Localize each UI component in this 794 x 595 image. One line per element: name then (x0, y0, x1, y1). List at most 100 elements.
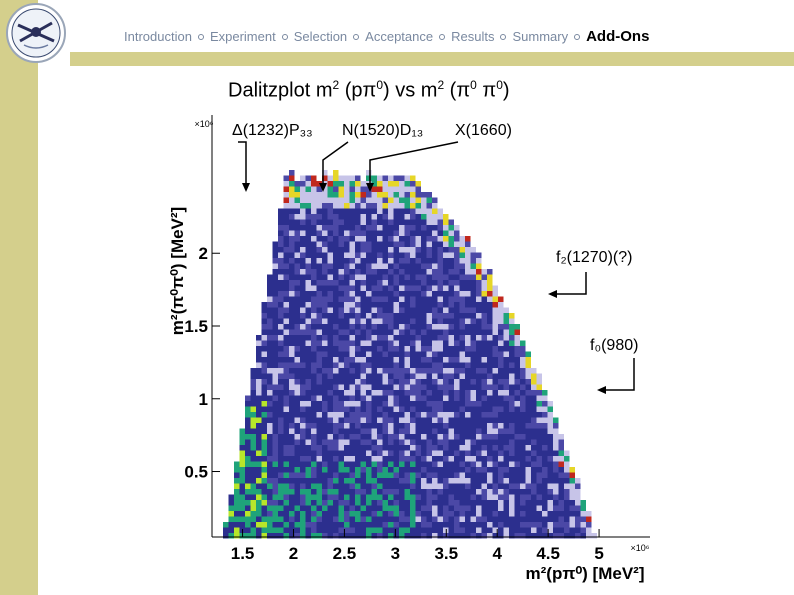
heatmap-cell (547, 439, 553, 445)
heatmap-cell (404, 516, 410, 522)
heatmap-cell (305, 500, 311, 506)
heatmap-cell (311, 252, 317, 258)
heatmap-cell (443, 412, 449, 418)
heatmap-cell (437, 428, 443, 434)
heatmap-cell (344, 186, 350, 192)
heatmap-cell (316, 489, 322, 495)
heatmap-cell (327, 494, 333, 500)
heatmap-cell (382, 274, 388, 280)
nav-experiment[interactable]: Experiment (209, 29, 276, 44)
heatmap-cell (410, 247, 416, 253)
heatmap-cell (558, 527, 564, 533)
heatmap-cell (393, 186, 399, 192)
heatmap-cell (388, 241, 394, 247)
heatmap-cell (382, 346, 388, 352)
heatmap-cell (443, 467, 449, 473)
heatmap-cell (454, 467, 460, 473)
heatmap-cell (294, 258, 300, 264)
heatmap-cell (289, 527, 295, 533)
heatmap-cell (421, 489, 427, 495)
nav-selection[interactable]: Selection (293, 29, 348, 44)
heatmap-cell (448, 351, 454, 357)
heatmap-cell (525, 412, 531, 418)
heatmap-cell (294, 500, 300, 506)
heatmap-cell (338, 258, 344, 264)
heatmap-cell (305, 192, 311, 198)
heatmap-cell (459, 478, 465, 484)
heatmap-cell (399, 384, 405, 390)
heatmap-cell (454, 247, 460, 253)
heatmap-cell (305, 335, 311, 341)
heatmap-cell (311, 329, 317, 335)
heatmap-cell (404, 357, 410, 363)
heatmap-cell (531, 472, 537, 478)
heatmap-cell (487, 533, 493, 539)
nav-acceptance[interactable]: Acceptance (365, 29, 434, 44)
heatmap-cell (272, 390, 278, 396)
heatmap-cell (470, 527, 476, 533)
heatmap-cell (256, 384, 262, 390)
heatmap-cell (371, 362, 377, 368)
heatmap-cell (432, 439, 438, 445)
heatmap-cell (366, 291, 372, 297)
heatmap-cell (509, 373, 515, 379)
heatmap-cell (569, 489, 575, 495)
heatmap-cell (311, 379, 317, 385)
heatmap-cell (322, 307, 328, 313)
heatmap-cell (547, 489, 553, 495)
heatmap-cell (316, 219, 322, 225)
heatmap-cell (360, 373, 366, 379)
heatmap-cell (305, 340, 311, 346)
heatmap-cell (283, 285, 289, 291)
heatmap-cell (404, 269, 410, 275)
heatmap-cell (404, 203, 410, 209)
heatmap-cell (316, 522, 322, 528)
heatmap-cell (443, 390, 449, 396)
nav-add-ons[interactable]: Add-Ons (586, 28, 650, 45)
heatmap-cell (261, 423, 267, 429)
heatmap-cell (382, 434, 388, 440)
heatmap-cell (322, 280, 328, 286)
heatmap-cell (393, 362, 399, 368)
heatmap-cell (366, 494, 372, 500)
heatmap-cell (542, 511, 548, 517)
heatmap-cell (294, 335, 300, 341)
heatmap-cell (256, 412, 262, 418)
heatmap-cell (404, 175, 410, 181)
heatmap-cell (481, 307, 487, 313)
heatmap-cell (487, 329, 493, 335)
heatmap-cell (410, 527, 416, 533)
heatmap-cell (388, 181, 394, 187)
heatmap-cell (338, 208, 344, 214)
heatmap-cell (349, 445, 355, 451)
heatmap-cell (498, 384, 504, 390)
heatmap-cell (366, 186, 372, 192)
nav-introduction[interactable]: Introduction (124, 29, 192, 44)
heatmap-cell (316, 373, 322, 379)
heatmap-cell (415, 252, 421, 258)
heatmap-cell (256, 533, 262, 539)
heatmap-cell (448, 291, 454, 297)
heatmap-cell (234, 467, 240, 473)
heatmap-cell (371, 340, 377, 346)
heatmap-cell (476, 516, 482, 522)
nav-results[interactable]: Results (451, 29, 495, 44)
heatmap-cell (344, 269, 350, 275)
heatmap-cell (426, 208, 432, 214)
heatmap-cell (459, 401, 465, 407)
heatmap-cell (344, 236, 350, 242)
heatmap-cell (289, 412, 295, 418)
heatmap-cell (278, 230, 284, 236)
heatmap-cell (432, 197, 438, 203)
heatmap-cell (465, 434, 471, 440)
heatmap-cell (520, 445, 526, 451)
heatmap-cell (448, 505, 454, 511)
heatmap-cell (465, 274, 471, 280)
heatmap-cell (338, 186, 344, 192)
heatmap-cell (437, 346, 443, 352)
heatmap-cell (327, 285, 333, 291)
nav-summary[interactable]: Summary (512, 29, 569, 44)
heatmap-cell (360, 516, 366, 522)
heatmap-cell (410, 445, 416, 451)
heatmap-cell (465, 252, 471, 258)
